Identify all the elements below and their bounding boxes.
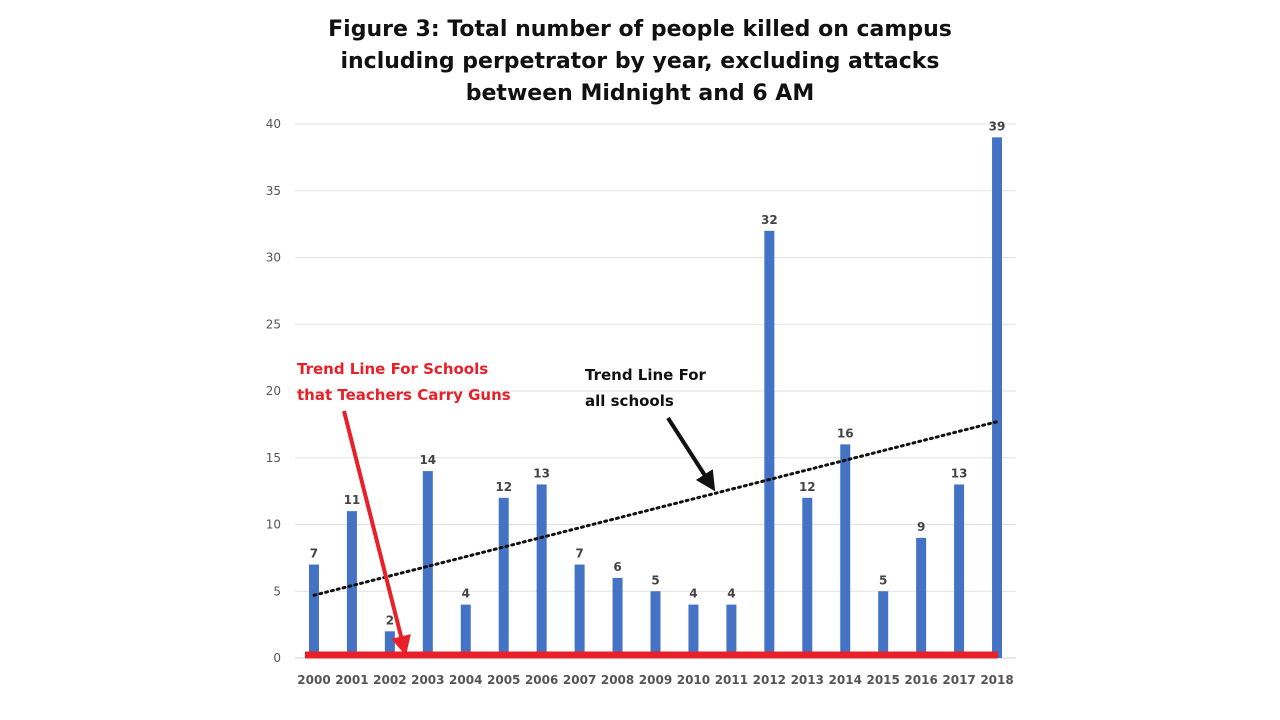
annotation-all-schools: Trend Line For all schools (585, 366, 707, 410)
x-tick-label-2003: 2003 (411, 673, 444, 687)
data-label-2015: 5 (879, 573, 887, 587)
arrow-all-schools (666, 416, 716, 492)
chart-title-line-2: including perpetrator by year, excluding… (340, 49, 940, 74)
x-tick-label-2013: 2013 (791, 673, 824, 687)
y-tick-label: 15 (266, 451, 281, 465)
y-tick-label: 35 (266, 184, 281, 198)
data-label-2014: 16 (837, 426, 854, 440)
chart-title-line-3: between Midnight and 6 AM (465, 81, 815, 106)
data-label-2006: 13 (533, 466, 550, 480)
bar-2002 (384, 631, 395, 658)
trend-lines (305, 410, 999, 659)
data-label-2012: 32 (761, 213, 778, 227)
annotation-teachers-line-2: that Teachers Carry Guns (297, 386, 511, 404)
x-tick-label-2011: 2011 (715, 673, 748, 687)
data-label-2000: 7 (310, 547, 318, 561)
chart-title: Figure 3: Total number of people killed … (290, 14, 990, 110)
bar-2006 (536, 484, 547, 658)
bar-2015 (878, 591, 889, 658)
data-label-2004: 4 (462, 587, 470, 601)
y-axis: 0 5 10 15 20 25 30 35 40 (266, 117, 281, 665)
data-label-2001: 11 (344, 493, 361, 507)
chart-title-line-1: Figure 3: Total number of people killed … (328, 17, 952, 42)
data-label-2016: 9 (917, 520, 925, 534)
bar-2014 (840, 444, 851, 658)
y-tick-label: 25 (266, 317, 281, 331)
annotation-teachers-line-1: Trend Line For Schools (297, 360, 488, 378)
bar-2012 (764, 230, 775, 659)
data-label-2013: 12 (799, 480, 816, 494)
bar-2016 (916, 537, 927, 658)
x-tick-label-2016: 2016 (904, 673, 937, 687)
bar-2011 (726, 604, 737, 658)
y-tick-label: 30 (266, 251, 281, 265)
trend-line-all-schools (312, 420, 999, 597)
data-label-2007: 7 (575, 547, 583, 561)
bar-2001 (346, 511, 357, 658)
y-tick-label: 40 (266, 117, 281, 131)
x-tick-label-2000: 2000 (297, 673, 330, 687)
bar-2000 (308, 564, 319, 658)
annotation-teachers: Trend Line For Schools that Teachers Car… (297, 360, 511, 404)
x-tick-label-2008: 2008 (601, 673, 634, 687)
x-tick-label-2015: 2015 (866, 673, 899, 687)
data-label-2011: 4 (727, 587, 735, 601)
data-label-2018: 39 (989, 119, 1006, 133)
bar-2009 (650, 591, 661, 658)
x-axis: 2000 2001 2002 2003 2004 2005 2006 2007 2008 2009… (297, 673, 1013, 687)
y-tick-label: 0 (273, 651, 281, 665)
bar-2008 (612, 577, 623, 658)
bar-2005 (498, 497, 509, 658)
data-label-2009: 5 (651, 573, 659, 587)
bar-2003 (422, 471, 433, 658)
bar-2017 (954, 484, 965, 658)
data-label-2017: 13 (951, 466, 968, 480)
data-label-2005: 12 (495, 480, 512, 494)
x-tick-label-2007: 2007 (563, 673, 596, 687)
x-tick-label-2005: 2005 (487, 673, 520, 687)
data-label-2008: 6 (613, 560, 621, 574)
y-tick-label: 20 (266, 384, 281, 398)
data-label-2002: 2 (386, 613, 394, 627)
annotation-all-line-1: Trend Line For (585, 366, 707, 384)
bar-2004 (460, 604, 471, 658)
x-tick-label-2014: 2014 (829, 673, 862, 687)
data-labels: 7 11 2 14 4 12 13 7 6 5 4 4 32 12 16 5 9 13 39 (310, 119, 1006, 627)
bar-2013 (802, 497, 813, 658)
data-label-2003: 14 (419, 453, 436, 467)
y-tick-label: 10 (266, 518, 281, 532)
annotation-all-line-2: all schools (585, 392, 674, 410)
arrow-teachers (342, 410, 411, 656)
x-tick-label-2002: 2002 (373, 673, 406, 687)
bar-2018 (992, 137, 1003, 659)
bar-2007 (574, 564, 585, 658)
x-tick-label-2009: 2009 (639, 673, 672, 687)
y-tick-label: 5 (273, 584, 281, 598)
x-tick-label-2001: 2001 (335, 673, 368, 687)
x-tick-label-2012: 2012 (753, 673, 786, 687)
bars (308, 137, 1003, 659)
x-tick-label-2006: 2006 (525, 673, 558, 687)
data-label-2010: 4 (689, 587, 697, 601)
x-tick-label-2010: 2010 (677, 673, 710, 687)
x-tick-label-2004: 2004 (449, 673, 482, 687)
bar-2010 (688, 604, 699, 658)
x-tick-label-2018: 2018 (980, 673, 1013, 687)
x-tick-label-2017: 2017 (942, 673, 975, 687)
